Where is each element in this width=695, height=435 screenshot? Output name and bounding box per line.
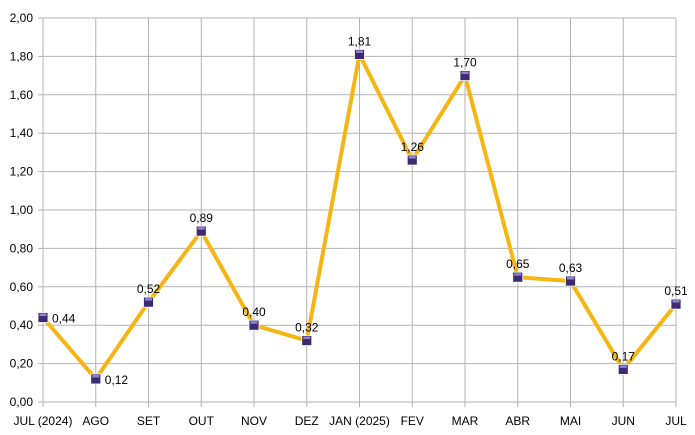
y-tick-label: 0,40 xyxy=(10,318,34,332)
data-point xyxy=(301,335,313,346)
data-point-highlight xyxy=(197,227,205,230)
y-tick-label: 1,00 xyxy=(10,203,34,217)
data-point-highlight xyxy=(303,336,311,340)
series xyxy=(37,49,682,385)
data-point xyxy=(512,271,524,283)
y-tick-label: 1,40 xyxy=(10,126,34,140)
data-point-highlight xyxy=(92,374,100,378)
data-point xyxy=(143,296,154,308)
data-point xyxy=(406,154,418,166)
x-tick-label: NOV xyxy=(241,414,267,428)
x-tick-label: JUN xyxy=(612,414,635,428)
data-point xyxy=(670,298,682,310)
data-label: 0,65 xyxy=(506,257,530,271)
x-tick-label: JAN (2025) xyxy=(329,414,390,428)
data-point xyxy=(90,373,102,385)
data-label: 1,26 xyxy=(401,140,425,154)
data-point xyxy=(354,49,365,60)
x-tick-label: JUL (2024) xyxy=(14,414,73,428)
y-tick-label: 1,20 xyxy=(10,165,34,179)
y-tick-label: 2,00 xyxy=(10,11,34,25)
x-axis: JUL (2024) AGO SET OUT NOV DEZ JAN (2025) FEV MA… xyxy=(14,414,687,428)
data-point xyxy=(195,225,207,237)
x-tick-label: SET xyxy=(137,414,161,428)
data-point xyxy=(248,319,260,331)
data-point-highlight xyxy=(39,313,47,317)
y-tick-label: 1,60 xyxy=(10,88,34,102)
y-tick-label: 0,80 xyxy=(10,241,34,255)
data-point-highlight xyxy=(672,300,680,303)
data-point-highlight xyxy=(145,298,152,301)
x-tick-label: FEV xyxy=(401,414,424,428)
y-tick-label: 1,80 xyxy=(10,49,34,63)
data-point-highlight xyxy=(408,156,416,159)
data-label: 1,70 xyxy=(453,56,477,70)
data-point-highlight xyxy=(461,71,469,75)
y-tick-label: 0,20 xyxy=(10,357,34,371)
data-label: 1,81 xyxy=(348,34,372,48)
x-tick-label: JUL xyxy=(665,414,687,428)
data-point xyxy=(565,275,576,287)
y-tick-label: 0,00 xyxy=(10,395,34,409)
data-point-highlight xyxy=(514,273,522,276)
data-point xyxy=(37,312,49,323)
y-tick-label: 0,60 xyxy=(10,280,34,294)
data-point-highlight xyxy=(567,277,574,280)
data-label: 0,32 xyxy=(295,321,319,335)
y-axis: 0,00 0,20 0,40 0,60 0,80 1,00 1,20 1,40 1,60 1,80… xyxy=(10,11,34,409)
x-tick-label: OUT xyxy=(189,414,215,428)
data-label: 0,12 xyxy=(105,373,129,387)
data-point-highlight xyxy=(619,365,627,368)
data-label: 0,44 xyxy=(52,312,76,326)
x-tick-label: ABR xyxy=(505,414,530,428)
x-tick-label: DEZ xyxy=(295,414,319,428)
data-label: 0,51 xyxy=(664,284,688,298)
data-labels: 0,44 0,12 0,52 0,89 0,40 0,32 1,81 1,26 1,70 0,65… xyxy=(52,34,688,386)
x-tick-label: MAI xyxy=(560,414,581,428)
x-tick-label: AGO xyxy=(82,414,109,428)
data-point xyxy=(459,70,471,81)
data-point-highlight xyxy=(250,321,258,324)
data-label: 0,63 xyxy=(559,261,583,275)
data-label: 0,89 xyxy=(190,211,214,225)
data-label: 0,40 xyxy=(242,305,266,319)
x-tick-label: MAR xyxy=(452,414,479,428)
data-label: 0,52 xyxy=(137,282,161,296)
data-point-highlight xyxy=(356,50,363,53)
data-point xyxy=(617,363,629,375)
data-label: 0,17 xyxy=(612,349,636,363)
